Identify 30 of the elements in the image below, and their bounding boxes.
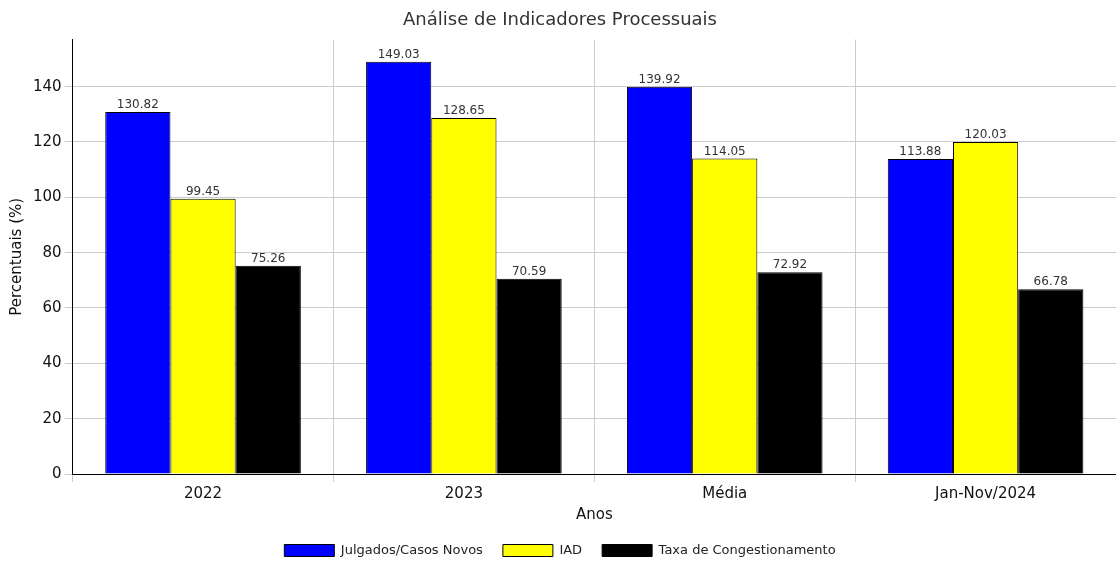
legend-label: IAD [559, 541, 583, 557]
y-axis-title: Percentuais (%) [6, 197, 25, 316]
y-tick-label: 120 [32, 131, 62, 150]
y-tick-label: 40 [42, 353, 62, 372]
y-tick-label: 80 [42, 242, 62, 261]
chart-title: Análise de Indicadores Processuais [403, 8, 717, 30]
y-tick-label: 100 [32, 187, 62, 206]
data-label: 99.45 [185, 183, 221, 198]
y-tick-label: 0 [52, 463, 62, 482]
data-label: 130.82 [116, 97, 159, 112]
y-tick-label: 20 [42, 408, 62, 427]
y-tick-label: 60 [42, 297, 62, 316]
x-tick-label: 2022 [183, 483, 223, 502]
data-label: 70.59 [511, 263, 547, 278]
data-label: 113.88 [899, 144, 942, 159]
data-label: 72.92 [772, 257, 808, 272]
data-label: 114.05 [703, 143, 746, 158]
data-label: 149.03 [377, 46, 420, 61]
data-label: 66.78 [1033, 274, 1068, 289]
legend-label: Julgados/Casos Novos [339, 541, 484, 557]
legend-label: Taxa de Congestionamento [657, 541, 836, 557]
data-label: 139.92 [638, 71, 681, 86]
x-tick-label: 2023 [444, 483, 483, 502]
x-tick-label: Jan-Nov/2024 [934, 483, 1037, 502]
data-label: 120.03 [964, 127, 1007, 142]
y-tick-label: 140 [32, 76, 62, 95]
data-label: 75.26 [251, 250, 286, 265]
data-label: 128.65 [442, 103, 485, 118]
x-axis-title: Anos [575, 504, 613, 523]
x-tick-label: Média [702, 483, 748, 502]
